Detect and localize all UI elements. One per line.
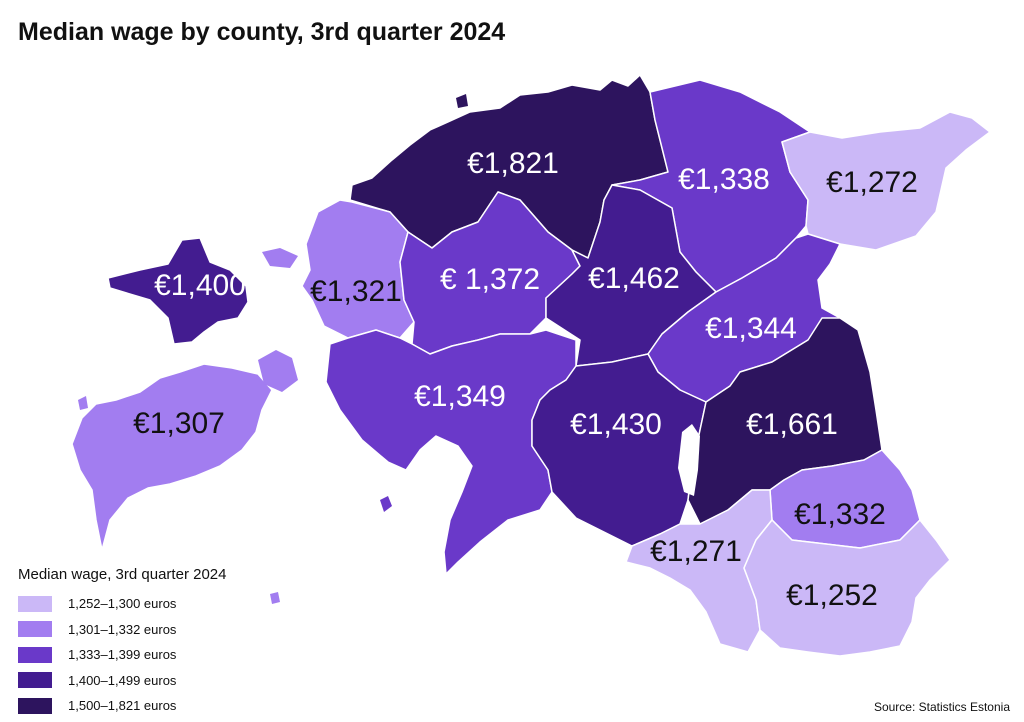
- island-abruka: [78, 396, 88, 410]
- county-wage-label-rapla: € 1,372: [440, 263, 540, 296]
- county-hiiu[interactable]: [107, 237, 249, 345]
- lake-vortsjarv: [678, 424, 700, 496]
- county-voru[interactable]: [743, 519, 951, 657]
- legend-item: 1,301–1,332 euros: [18, 617, 226, 643]
- legend-item: 1,400–1,499 euros: [18, 668, 226, 694]
- legend-label: 1,400–1,499 euros: [68, 672, 177, 688]
- source-note: Source: Statistics Estonia: [873, 700, 1010, 714]
- county-wage-label-jarva: €1,462: [588, 262, 680, 295]
- county-ida-viru[interactable]: [781, 111, 991, 251]
- legend-swatch: [18, 672, 52, 689]
- legend: Median wage, 3rd quarter 2024 1,252–1,30…: [18, 566, 226, 719]
- map-title: Median wage by county, 3rd quarter 2024: [18, 18, 506, 46]
- island-kihnu: [380, 496, 392, 512]
- island-vormsi: [262, 248, 298, 268]
- legend-title: Median wage, 3rd quarter 2024: [18, 566, 227, 583]
- county-wage-label-hiiu: €1,400: [154, 269, 246, 302]
- legend-item: 1,333–1,399 euros: [18, 642, 226, 668]
- legend-swatch: [18, 621, 52, 638]
- legend-item: 1,500–1,821 euros: [18, 693, 226, 719]
- county-wage-label-ida-viru: €1,272: [826, 166, 918, 199]
- island-ruhnu: [270, 592, 280, 604]
- legend-swatch: [18, 697, 52, 714]
- county-wage-label-harju: €1,821: [467, 147, 559, 180]
- legend-label: 1,500–1,821 euros: [68, 698, 177, 714]
- county-wage-label-voru: €1,252: [786, 579, 878, 612]
- legend-swatch: [18, 646, 52, 663]
- county-wage-label-tartu: €1,661: [746, 408, 838, 441]
- county-wage-label-polva: €1,332: [794, 498, 886, 531]
- legend-item: 1,252–1,300 euros: [18, 591, 226, 617]
- county-laane[interactable]: [301, 199, 415, 339]
- island-prangli: [456, 94, 468, 108]
- county-wage-label-laane: €1,321: [310, 275, 402, 308]
- legend-label: 1,333–1,399 euros: [68, 647, 177, 663]
- county-wage-label-jogeva: €1,344: [705, 312, 797, 345]
- county-wage-label-laane-viru: €1,338: [678, 163, 770, 196]
- county-wage-label-saare: €1,307: [133, 407, 225, 440]
- legend-swatch: [18, 595, 52, 612]
- island-muhu: [258, 350, 298, 392]
- county-wage-label-viljandi: €1,430: [570, 408, 662, 441]
- county-wage-label-parnu: €1,349: [414, 380, 506, 413]
- legend-label: 1,252–1,300 euros: [68, 596, 177, 612]
- county-saare[interactable]: [71, 363, 273, 551]
- legend-label: 1,301–1,332 euros: [68, 621, 177, 637]
- county-wage-label-valga: €1,271: [650, 535, 742, 568]
